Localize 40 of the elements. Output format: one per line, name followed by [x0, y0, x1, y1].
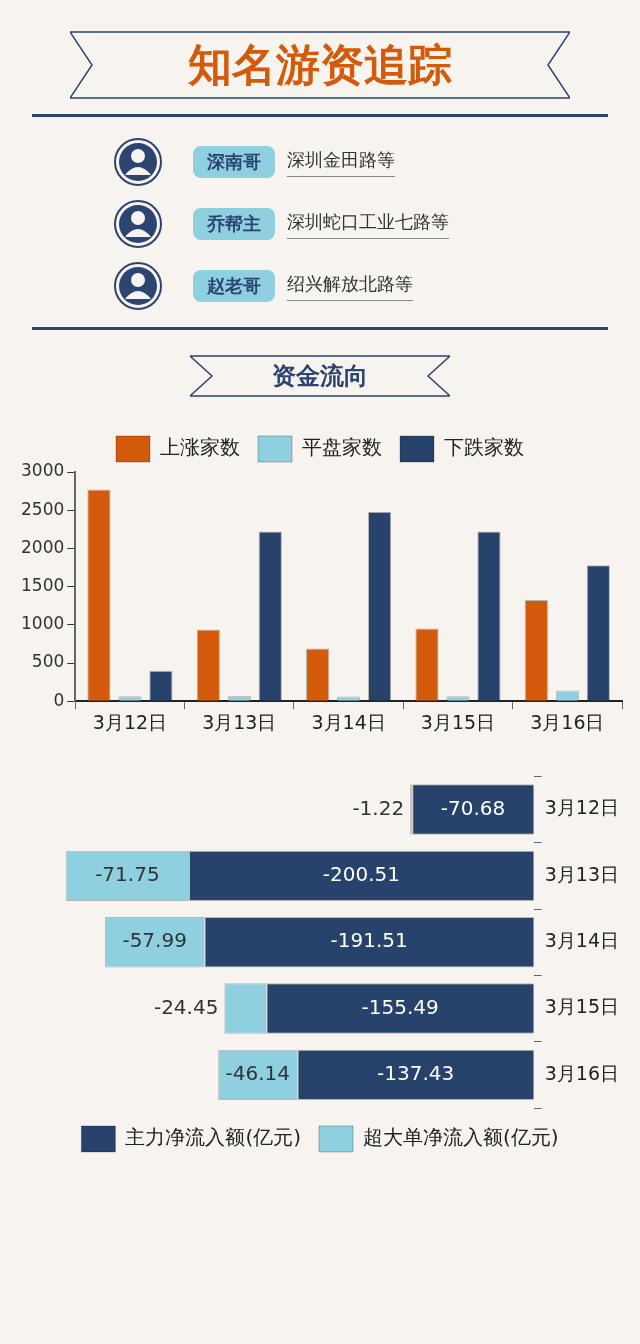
y-tick-label: 3月12日	[544, 796, 619, 819]
data-label: -1.22	[352, 795, 405, 820]
y-tick-label: 0	[53, 689, 65, 710]
data-label: -137.43	[377, 1061, 455, 1086]
y-tick-label: 2500	[21, 498, 65, 519]
x-tick-label: 3月14日	[311, 710, 386, 733]
data-label: -191.51	[330, 928, 408, 953]
y-tick-label: 3月16日	[544, 1061, 619, 1084]
chart-title: 资金流向	[264, 362, 376, 390]
y-tick-label: 3000	[21, 460, 65, 481]
y-tick-label: 1500	[21, 575, 65, 596]
y-tick-label: 3月15日	[544, 995, 619, 1018]
x-tick-label: 3月16日	[530, 710, 605, 733]
text: 知名游资追踪	[180, 39, 460, 90]
y-tick-label: 500	[31, 651, 65, 672]
data-label: -71.75	[95, 862, 160, 887]
x-tick-label: 3月15日	[420, 710, 496, 733]
text: 深南哥	[193, 146, 275, 178]
legend-label: 平盘家数	[302, 435, 382, 460]
text: 深圳金田路等	[287, 147, 395, 177]
data-label: -46.14	[225, 1061, 291, 1086]
y-tick-label: 1000	[21, 613, 65, 634]
legend-label: 主力净流入额(亿元)	[125, 1125, 301, 1150]
data-label: -24.45	[153, 994, 219, 1019]
text: 绍兴解放北路等	[287, 271, 413, 301]
text: 赵老哥	[193, 270, 275, 302]
x-tick-label: 3月12日	[92, 710, 168, 733]
data-label: -200.51	[322, 862, 400, 887]
y-tick-label: 2000	[21, 536, 65, 557]
data-label: -57.99	[122, 928, 187, 953]
data-label: -155.49	[361, 994, 439, 1019]
legend-label: 超大单净流入额(亿元)	[363, 1125, 559, 1150]
data-label: -70.68	[440, 795, 506, 820]
legend-label: 上涨家数	[160, 435, 240, 460]
y-tick-label: 3月13日	[544, 862, 619, 885]
text: 深圳蛇口工业七路等	[287, 209, 449, 239]
legend-label: 下跌家数	[444, 435, 524, 460]
y-tick-label: 3月14日	[544, 929, 619, 952]
text: 乔帮主	[193, 208, 275, 240]
x-tick-label: 3月13日	[202, 710, 277, 733]
